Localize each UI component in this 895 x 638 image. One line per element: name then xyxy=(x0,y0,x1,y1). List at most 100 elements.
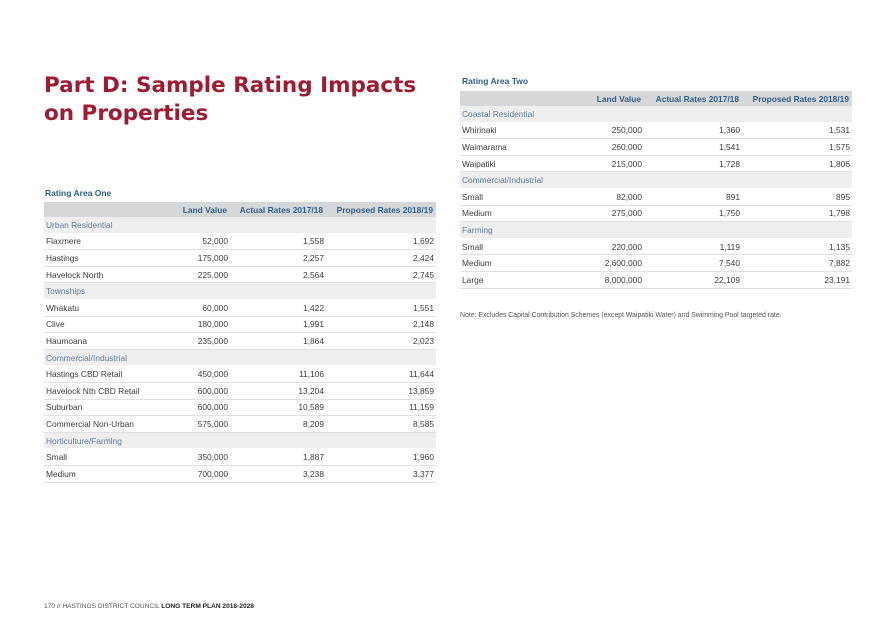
column-header: Actual Rates 2017/18 xyxy=(230,202,326,217)
actual-rates-cell: 7,540 xyxy=(644,254,742,272)
actual-rates-cell: 1,119 xyxy=(644,238,742,256)
property-name-cell: Medium xyxy=(44,465,164,483)
actual-rates-cell: 1,558 xyxy=(230,233,326,251)
group-row: Townships xyxy=(44,282,436,300)
table-row: Waimarama 260,000 1,541 1,575 xyxy=(460,138,852,156)
table-row: Hastings 175,000 2,257 2,424 xyxy=(44,249,436,267)
area-two-table: Land Value Actual Rates 2017/18 Proposed R… xyxy=(460,91,852,289)
table-header-row: Land Value Actual Rates 2017/18 Proposed R… xyxy=(44,202,436,217)
footer-prefix: 170 // HASTINGS DISTRICT COUNCIL xyxy=(44,603,162,610)
column-header: Proposed Rates 2018/19 xyxy=(742,91,852,106)
table-row: Havelock North 225,000 2,564 2,745 xyxy=(44,266,436,284)
table-row: Haumoana 235,000 1,864 2,023 xyxy=(44,332,436,350)
land-value-cell: 60,000 xyxy=(164,299,230,317)
land-value-cell: 260,000 xyxy=(570,138,644,156)
area-two-title: Rating Area Two xyxy=(462,76,529,86)
proposed-rates-cell: 2,148 xyxy=(326,316,436,334)
proposed-rates-cell: 11,644 xyxy=(326,365,436,383)
column-header: Actual Rates 2017/18 xyxy=(644,91,742,106)
proposed-rates-cell: 1,692 xyxy=(326,233,436,251)
table-row: Waipatiki 215,000 1,728 1,806 xyxy=(460,155,852,173)
property-name-cell: Havelock North xyxy=(44,266,164,284)
proposed-rates-cell: 1,960 xyxy=(326,448,436,466)
property-name-cell: Whakatu xyxy=(44,299,164,317)
land-value-cell: 52,000 xyxy=(164,233,230,251)
table-row: Medium 700,000 3,238 3,377 xyxy=(44,465,436,483)
land-value-cell: 350,000 xyxy=(164,448,230,466)
table-header-row: Land Value Actual Rates 2017/18 Proposed R… xyxy=(460,91,852,106)
table-row: Flaxmere 52,000 1,558 1,692 xyxy=(44,233,436,251)
group-label: Farming xyxy=(460,221,852,239)
group-row: Horticulture/Farming xyxy=(44,432,436,450)
group-row: Urban Residential xyxy=(44,217,436,234)
actual-rates-cell: 1,887 xyxy=(230,448,326,466)
area-one-title: Rating Area One xyxy=(45,188,112,198)
property-name-cell: Small xyxy=(460,238,570,256)
proposed-rates-cell: 1,531 xyxy=(742,122,852,140)
land-value-cell: 575,000 xyxy=(164,415,230,433)
property-name-cell: Haumoana xyxy=(44,332,164,350)
proposed-rates-cell: 23,191 xyxy=(742,271,852,289)
table-row: Whirinaki 250,000 1,360 1,531 xyxy=(460,122,852,140)
land-value-cell: 600,000 xyxy=(164,399,230,417)
property-name-cell: Commercial Non-Urban xyxy=(44,415,164,433)
actual-rates-cell: 2,564 xyxy=(230,266,326,284)
proposed-rates-cell: 1,806 xyxy=(742,155,852,173)
property-name-cell: Small xyxy=(44,448,164,466)
actual-rates-cell: 1,728 xyxy=(644,155,742,173)
property-name-cell: Whirinaki xyxy=(460,122,570,140)
table-row: Small 220,000 1,119 1,135 xyxy=(460,238,852,256)
table-row: Commercial Non-Urban 575,000 8,209 8,585 xyxy=(44,415,436,433)
property-name-cell: Medium xyxy=(460,205,570,223)
property-name-cell: Suburban xyxy=(44,399,164,417)
land-value-cell: 235,000 xyxy=(164,332,230,350)
property-name-cell: Hastings CBD Retail xyxy=(44,365,164,383)
property-name-cell: Waimarama xyxy=(460,138,570,156)
land-value-cell: 700,000 xyxy=(164,465,230,483)
proposed-rates-cell: 7,882 xyxy=(742,254,852,272)
group-row: Farming xyxy=(460,221,852,239)
group-label: Commercial/Industrial xyxy=(460,171,852,189)
group-row: Commercial/Industrial xyxy=(460,171,852,189)
actual-rates-cell: 22,109 xyxy=(644,271,742,289)
table-row: Large 8,000,000 22,109 23,191 xyxy=(460,271,852,289)
proposed-rates-cell: 2,424 xyxy=(326,249,436,267)
property-name-cell: Hastings xyxy=(44,249,164,267)
table-row: Small 82,000 891 895 xyxy=(460,188,852,206)
property-name-cell: Havelock Nth CBD Retail xyxy=(44,382,164,400)
land-value-cell: 8,000,000 xyxy=(570,271,644,289)
proposed-rates-cell: 1,798 xyxy=(742,205,852,223)
table-row: Small 350,000 1,887 1,960 xyxy=(44,448,436,466)
actual-rates-cell: 1,422 xyxy=(230,299,326,317)
actual-rates-cell: 10,589 xyxy=(230,399,326,417)
group-label: Commercial/Industrial xyxy=(44,349,436,367)
actual-rates-cell: 2,257 xyxy=(230,249,326,267)
land-value-cell: 275,000 xyxy=(570,205,644,223)
page-title-line-2: on Properties xyxy=(44,101,209,126)
footnote: Note: Excludes Capital Contribution Sche… xyxy=(460,312,782,319)
actual-rates-cell: 1,991 xyxy=(230,316,326,334)
page-title: Part D: Sample Rating Impacts on Propert… xyxy=(44,72,416,128)
land-value-cell: 220,000 xyxy=(570,238,644,256)
land-value-cell: 175,000 xyxy=(164,249,230,267)
table-row: Clive 180,000 1,991 2,148 xyxy=(44,316,436,334)
proposed-rates-cell: 2,023 xyxy=(326,332,436,350)
actual-rates-cell: 1,864 xyxy=(230,332,326,350)
footer-plan-title: LONG TERM PLAN 2018-2028 xyxy=(161,603,254,610)
land-value-cell: 82,000 xyxy=(570,188,644,206)
column-header: Proposed Rates 2018/19 xyxy=(326,202,436,217)
group-row: Coastal Residential xyxy=(460,106,852,123)
proposed-rates-cell: 11,159 xyxy=(326,399,436,417)
actual-rates-cell: 11,106 xyxy=(230,365,326,383)
land-value-cell: 2,600,000 xyxy=(570,254,644,272)
property-name-cell: Large xyxy=(460,271,570,289)
land-value-cell: 250,000 xyxy=(570,122,644,140)
group-label: Coastal Residential xyxy=(460,106,852,123)
table-row: Medium 275,000 1,750 1,798 xyxy=(460,205,852,223)
land-value-cell: 600,000 xyxy=(164,382,230,400)
actual-rates-cell: 1,360 xyxy=(644,122,742,140)
area-one-table: Land Value Actual Rates 2017/18 Proposed R… xyxy=(44,202,436,483)
proposed-rates-cell: 8,585 xyxy=(326,415,436,433)
proposed-rates-cell: 895 xyxy=(742,188,852,206)
table-row: Havelock Nth CBD Retail 600,000 13,204 13,8… xyxy=(44,382,436,400)
